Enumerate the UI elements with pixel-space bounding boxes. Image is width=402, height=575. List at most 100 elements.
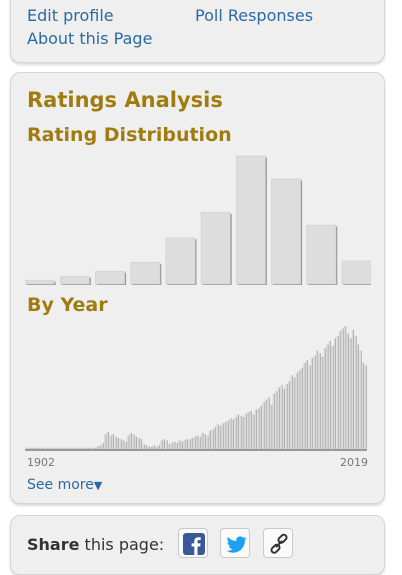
about-page-link[interactable]: About this Page <box>27 29 153 48</box>
year-bar[interactable] <box>121 440 124 449</box>
year-bar[interactable] <box>313 355 316 449</box>
year-bar[interactable] <box>359 350 362 449</box>
year-bar[interactable] <box>254 409 257 449</box>
year-bar[interactable] <box>30 447 33 449</box>
year-bar[interactable] <box>213 426 216 449</box>
year-bar[interactable] <box>229 418 232 449</box>
year-bar[interactable] <box>252 414 255 449</box>
year-bar[interactable] <box>298 370 301 449</box>
year-bar[interactable] <box>295 372 298 449</box>
year-bar[interactable] <box>196 435 198 449</box>
year-bar[interactable] <box>318 353 321 449</box>
year-bar[interactable] <box>109 435 112 449</box>
year-bar[interactable] <box>78 447 81 449</box>
year-bar[interactable] <box>185 439 188 449</box>
year-bar[interactable] <box>144 445 147 449</box>
year-bar[interactable] <box>338 330 341 449</box>
year-bar[interactable] <box>354 335 357 449</box>
year-bar[interactable] <box>247 412 249 449</box>
year-bar[interactable] <box>280 385 283 449</box>
rating-bar-10[interactable] <box>341 260 371 285</box>
year-bar[interactable] <box>264 399 267 449</box>
year-bar[interactable] <box>180 441 183 449</box>
year-bar[interactable] <box>221 423 224 449</box>
year-bar[interactable] <box>198 436 201 449</box>
year-bar[interactable] <box>111 434 114 449</box>
year-bar[interactable] <box>104 434 107 449</box>
year-bar[interactable] <box>25 447 27 449</box>
year-bar[interactable] <box>326 344 329 449</box>
year-bar[interactable] <box>152 445 155 449</box>
rating-bar-2[interactable] <box>59 276 90 285</box>
year-bar[interactable] <box>282 388 285 449</box>
year-bar[interactable] <box>321 356 324 449</box>
year-bar[interactable] <box>42 447 45 449</box>
year-bar[interactable] <box>206 435 209 449</box>
year-bar[interactable] <box>190 437 193 449</box>
year-bar[interactable] <box>63 447 66 449</box>
year-bar[interactable] <box>193 436 196 449</box>
year-bar[interactable] <box>40 447 43 449</box>
year-bar[interactable] <box>45 447 48 449</box>
copy-link-button[interactable] <box>263 528 293 558</box>
year-bar[interactable] <box>96 446 99 449</box>
year-bar[interactable] <box>310 357 313 449</box>
year-bar[interactable] <box>231 419 234 449</box>
year-bar[interactable] <box>259 405 262 449</box>
year-bar[interactable] <box>147 446 150 449</box>
year-bar[interactable] <box>328 340 331 449</box>
year-bar[interactable] <box>333 338 336 449</box>
year-bar[interactable] <box>137 437 140 449</box>
year-bar[interactable] <box>262 402 265 449</box>
year-bar[interactable] <box>150 446 153 449</box>
year-bar[interactable] <box>27 447 30 449</box>
year-bar[interactable] <box>287 381 290 449</box>
year-bar[interactable] <box>101 442 104 449</box>
rating-bar-5[interactable] <box>165 237 196 285</box>
year-bar[interactable] <box>58 447 61 449</box>
year-bar[interactable] <box>50 447 53 449</box>
year-bar[interactable] <box>91 447 94 449</box>
year-bar[interactable] <box>351 329 354 449</box>
twitter-share-button[interactable] <box>220 528 250 558</box>
year-bar[interactable] <box>267 397 270 449</box>
year-bar[interactable] <box>88 447 91 449</box>
year-bar[interactable] <box>315 350 318 449</box>
year-bar[interactable] <box>361 362 364 449</box>
year-bar[interactable] <box>183 440 186 449</box>
year-bar[interactable] <box>208 430 211 449</box>
year-bar[interactable] <box>114 436 117 449</box>
year-bar[interactable] <box>341 328 344 449</box>
year-bar[interactable] <box>155 446 158 449</box>
year-bar[interactable] <box>305 360 308 449</box>
year-bar[interactable] <box>162 439 165 449</box>
year-bar[interactable] <box>139 439 142 449</box>
poll-responses-link[interactable]: Poll Responses <box>195 6 314 25</box>
year-bar[interactable] <box>300 367 303 449</box>
year-bar[interactable] <box>336 335 339 449</box>
year-bar[interactable] <box>249 410 252 449</box>
year-bar[interactable] <box>290 375 293 449</box>
year-bar[interactable] <box>234 417 237 449</box>
year-bar[interactable] <box>344 326 346 449</box>
year-bar[interactable] <box>346 333 349 449</box>
year-bar[interactable] <box>201 433 204 449</box>
year-bar[interactable] <box>83 447 86 449</box>
rating-bar-3[interactable] <box>95 270 125 285</box>
year-bar[interactable] <box>119 439 122 449</box>
year-bar[interactable] <box>226 420 229 449</box>
year-bar[interactable] <box>236 414 239 449</box>
year-bar[interactable] <box>356 344 359 449</box>
year-bar[interactable] <box>188 439 191 449</box>
year-bar[interactable] <box>272 393 275 449</box>
rating-bar-9[interactable] <box>306 224 337 285</box>
year-bar[interactable] <box>170 442 173 449</box>
year-bar[interactable] <box>68 447 71 449</box>
year-bar[interactable] <box>93 447 96 449</box>
year-bar[interactable] <box>292 377 295 449</box>
year-bar[interactable] <box>32 447 35 449</box>
year-bar[interactable] <box>165 440 168 449</box>
facebook-share-button[interactable] <box>178 528 208 558</box>
year-bar[interactable] <box>60 447 63 449</box>
year-bar[interactable] <box>178 440 181 449</box>
